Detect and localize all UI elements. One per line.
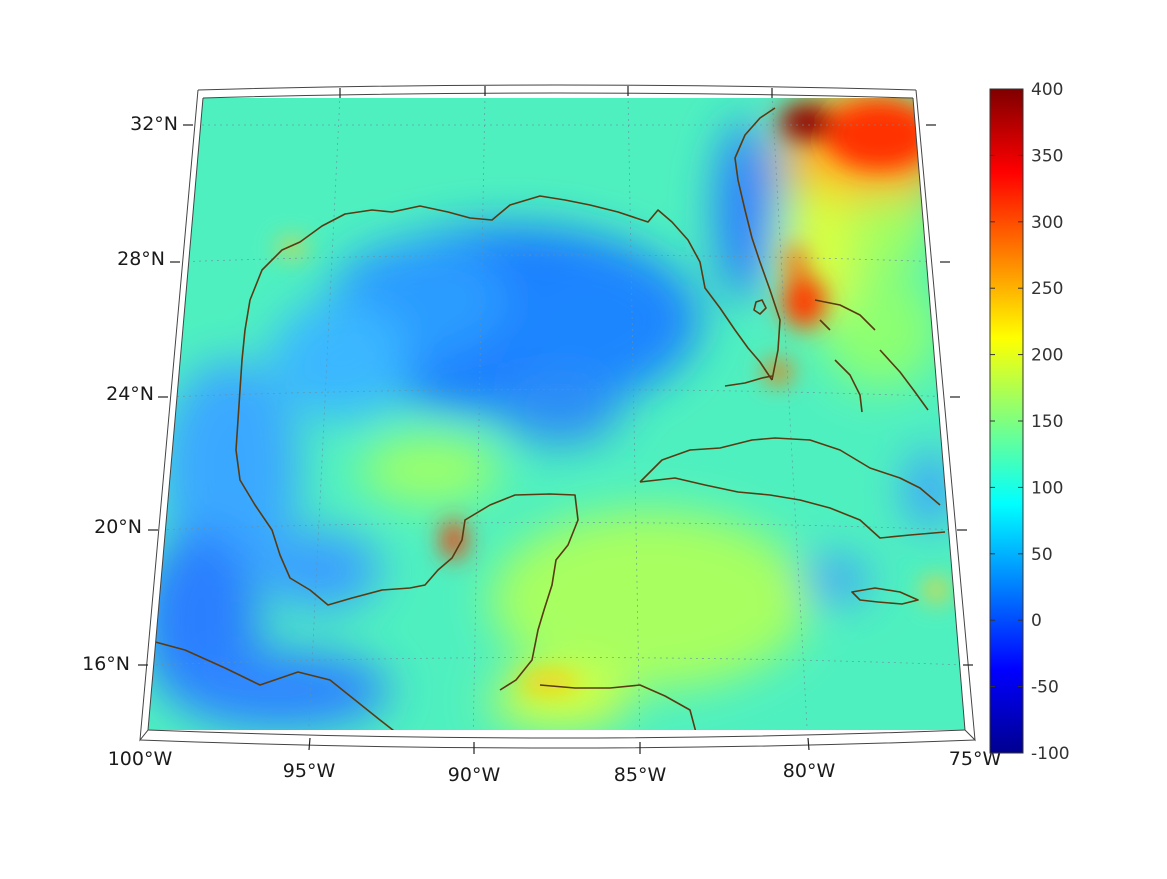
lat-labels: 32°N 28°N 24°N 20°N 16°N bbox=[82, 113, 178, 675]
tick bbox=[308, 737, 311, 751]
hotspots bbox=[278, 100, 948, 692]
frame-top bbox=[197, 84, 917, 91]
hotspot-keys bbox=[764, 360, 792, 384]
lon-label: 90°W bbox=[448, 764, 501, 786]
graticule-line bbox=[627, 98, 641, 730]
lat-label: 32°N bbox=[130, 113, 178, 135]
hotspot-gulf-stream bbox=[782, 276, 826, 328]
graticule bbox=[149, 98, 965, 730]
keys bbox=[724, 375, 773, 387]
map-frame bbox=[139, 84, 976, 749]
colorbar-tick-label: 150 bbox=[1031, 412, 1063, 432]
colorbar: 400 350 300 250 200 150 100 50 0 -50 -100 bbox=[989, 80, 1070, 764]
central-america bbox=[148, 639, 413, 730]
hotspot-gulf-stream-n bbox=[786, 246, 806, 278]
gulf-coast bbox=[249, 195, 773, 381]
lon-label: 80°W bbox=[783, 760, 836, 782]
frame-bottom-inner bbox=[147, 729, 966, 739]
hotspot-ne-atlantic bbox=[780, 104, 832, 140]
field-blob bbox=[260, 530, 380, 610]
frame-top-inner bbox=[202, 92, 914, 99]
field-blob bbox=[820, 270, 940, 390]
field-blob bbox=[490, 510, 810, 690]
honduras-coast bbox=[539, 684, 699, 730]
lat-label: 28°N bbox=[117, 248, 165, 270]
colorbar-tick-label: 350 bbox=[1031, 146, 1063, 166]
lat-label: 24°N bbox=[106, 383, 154, 405]
colorbar-tick-label: -100 bbox=[1031, 744, 1070, 764]
lon-label: 95°W bbox=[283, 760, 336, 782]
colorbar-tick-label: 50 bbox=[1031, 545, 1053, 565]
hotspot-haiti bbox=[924, 578, 948, 602]
coastlines bbox=[148, 107, 946, 730]
graticule-line bbox=[174, 254, 946, 263]
hotspot-honduras bbox=[518, 672, 578, 692]
colorbar-ticks bbox=[990, 88, 1023, 754]
field-blob bbox=[850, 190, 930, 270]
graticule-line bbox=[307, 98, 341, 730]
field-blob bbox=[520, 260, 680, 400]
graticule-line bbox=[154, 522, 961, 531]
jamaica bbox=[851, 587, 919, 605]
ticks bbox=[138, 86, 973, 754]
frame-bottom bbox=[139, 739, 976, 749]
frame-right bbox=[912, 89, 976, 742]
lake-okeechobee bbox=[753, 299, 767, 315]
colorbar-tick-label: 0 bbox=[1031, 611, 1042, 631]
lat-label: 20°N bbox=[94, 516, 142, 538]
field-blob bbox=[500, 375, 620, 445]
field-blob bbox=[170, 650, 390, 730]
colorbar-tick-label: -50 bbox=[1031, 678, 1059, 698]
field-blob bbox=[270, 300, 410, 420]
field-blob bbox=[790, 558, 870, 602]
field-blob bbox=[905, 450, 955, 530]
colorbar-tick-label: 100 bbox=[1031, 478, 1063, 498]
tick bbox=[807, 737, 810, 751]
lon-label: 100°W bbox=[108, 748, 173, 770]
colorbar-tick-label: 400 bbox=[1031, 80, 1063, 100]
cuba bbox=[639, 437, 946, 539]
lon-labels: 100°W 95°W 90°W 85°W 80°W 75°W bbox=[108, 748, 1002, 786]
field-blob bbox=[825, 100, 935, 170]
lon-label: 75°W bbox=[949, 748, 1002, 770]
mexico-coast bbox=[235, 299, 579, 691]
hotspot-texas bbox=[278, 240, 306, 256]
frame-left bbox=[139, 89, 204, 742]
colorbar-tick-label: 200 bbox=[1031, 346, 1063, 366]
map-panel bbox=[148, 98, 965, 730]
bahamas bbox=[814, 299, 929, 413]
hotspot-campeche bbox=[442, 520, 466, 560]
graticule-line bbox=[771, 98, 809, 730]
colorbar-tick-label: 300 bbox=[1031, 213, 1063, 233]
colorbar-labels: 400 350 300 250 200 150 100 50 0 -50 -100 bbox=[1031, 80, 1070, 764]
field-blob bbox=[360, 435, 500, 505]
graticule-line bbox=[472, 98, 486, 730]
colorbar-tick-label: 250 bbox=[1031, 279, 1063, 299]
graticule-line bbox=[149, 657, 965, 666]
florida-east bbox=[734, 107, 781, 381]
lat-label: 16°N bbox=[82, 653, 130, 675]
field-blob bbox=[160, 360, 300, 580]
lon-label: 85°W bbox=[614, 764, 667, 786]
